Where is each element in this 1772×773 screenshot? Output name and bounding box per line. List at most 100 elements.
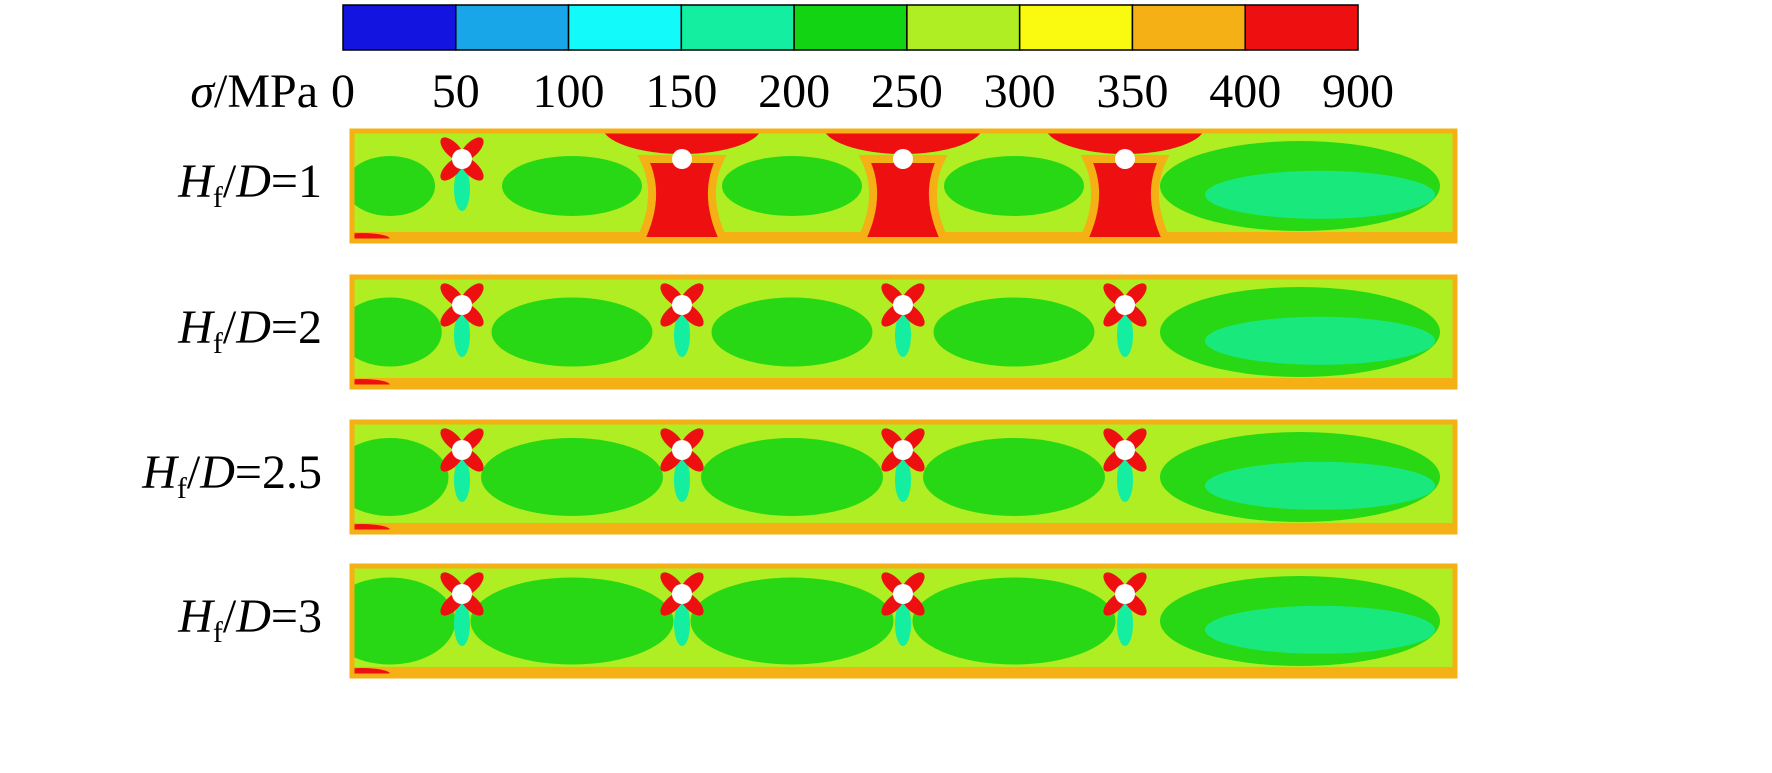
teal-tail — [895, 602, 911, 646]
label-slash: / — [223, 590, 237, 643]
colorbar-segment — [906, 4, 1021, 51]
colorbar-label: σ/MPa — [190, 65, 318, 118]
low-stress-zone — [502, 156, 642, 216]
label-var: D — [235, 301, 271, 354]
panel-label: Hf/D=3 — [177, 590, 322, 649]
colorbar-segment — [567, 4, 683, 51]
label-var: H — [141, 446, 179, 499]
bolt-hole — [452, 149, 472, 169]
contour-panel — [349, 128, 1458, 244]
low-stress-zone — [711, 297, 873, 367]
bottom-edge — [352, 378, 1455, 387]
colorbar-segment — [455, 4, 570, 51]
label-eq: = — [271, 590, 298, 643]
colorbar-segment — [793, 4, 908, 51]
teal-tail — [1117, 602, 1133, 646]
low-stress-zone — [923, 438, 1105, 516]
symbol: σ — [190, 65, 216, 118]
bolt-hole — [672, 295, 692, 315]
colorbar-segment — [1131, 4, 1246, 51]
colorbar-tick-label: 400 — [1209, 65, 1281, 118]
low-stress-zone — [491, 297, 653, 367]
low-stress-zone — [470, 577, 674, 665]
low-stress-zone — [722, 156, 862, 216]
panel-label: Hf/D=1 — [177, 155, 322, 214]
low-stress-zone — [352, 577, 456, 665]
bolt-hole — [893, 584, 913, 604]
colorbar-tick-label: 50 — [432, 65, 480, 118]
colorbar-tick-label: 100 — [533, 65, 605, 118]
contour-fill — [352, 131, 1455, 241]
bolt-hole — [1115, 295, 1135, 315]
low-stress-zone — [352, 438, 449, 516]
teal-zone — [1205, 461, 1435, 510]
label-slash: / — [187, 446, 201, 499]
colorbar-tick-label: 150 — [645, 65, 717, 118]
label-var: D — [199, 446, 235, 499]
teal-tail — [454, 313, 470, 357]
contour-fill — [352, 422, 1455, 532]
colorbar-tick-label: 200 — [758, 65, 830, 118]
contour-panel — [349, 274, 1458, 390]
low-stress-zone — [481, 438, 663, 516]
colorbar-segment — [680, 4, 795, 51]
colorbar-tick-label: 350 — [1096, 65, 1168, 118]
panel-border — [349, 419, 1458, 535]
bolt-hole — [672, 584, 692, 604]
teal-tail — [454, 458, 470, 502]
label-eq: = — [235, 446, 262, 499]
low-stress-zone — [352, 156, 435, 216]
panel-border — [349, 563, 1458, 679]
teal-zone — [1205, 605, 1435, 654]
label-value: 2.5 — [262, 446, 322, 499]
hotspot-neck — [635, 155, 729, 241]
low-stress-zone — [933, 297, 1095, 367]
hotspot-cap — [1046, 131, 1204, 154]
teal-tail — [895, 313, 911, 357]
low-stress-zone — [690, 577, 894, 665]
bolt-hole — [452, 440, 472, 460]
label-sub: f — [213, 327, 223, 360]
colorbar-segment — [1244, 4, 1359, 51]
panel-border — [349, 128, 1458, 244]
label-slash: / — [223, 155, 237, 208]
label-var: H — [177, 155, 215, 208]
bolt-hole — [672, 149, 692, 169]
bolt-hole — [1115, 149, 1135, 169]
teal-tail — [454, 602, 470, 646]
hotspot-neck — [856, 155, 950, 241]
low-stress-zone — [912, 577, 1116, 665]
label-value: 1 — [298, 155, 322, 208]
label-eq: = — [271, 155, 298, 208]
teal-tail — [1117, 458, 1133, 502]
low-stress-zone — [944, 156, 1084, 216]
label-sub: f — [213, 181, 223, 214]
bolt-hole — [1115, 584, 1135, 604]
bottom-edge — [352, 523, 1455, 532]
bolt-hole — [672, 440, 692, 460]
colorbar-tick-label: 0 — [331, 65, 355, 118]
contour-fill — [352, 566, 1455, 676]
contour-panel — [349, 419, 1458, 535]
label-slash: / — [223, 301, 237, 354]
label-sub: f — [177, 472, 187, 505]
label-var: H — [177, 590, 215, 643]
colorbar-segment — [342, 4, 457, 51]
label-value: 2 — [298, 301, 322, 354]
teal-zone — [1205, 316, 1435, 365]
bolt-hole — [1115, 440, 1135, 460]
colorbar-tick-label: 900 — [1322, 65, 1394, 118]
panel-label: Hf/D=2.5 — [141, 446, 322, 505]
teal-tail — [674, 313, 690, 357]
hotspot-cap — [603, 131, 761, 154]
teal-tail — [454, 167, 470, 211]
teal-tail — [895, 458, 911, 502]
bolt-hole — [452, 584, 472, 604]
contour-fill — [352, 277, 1455, 387]
label-eq: = — [271, 301, 298, 354]
teal-tail — [1117, 313, 1133, 357]
label-value: 3 — [298, 590, 322, 643]
label-var: D — [235, 590, 271, 643]
colorbar-tick-label: 250 — [871, 65, 943, 118]
